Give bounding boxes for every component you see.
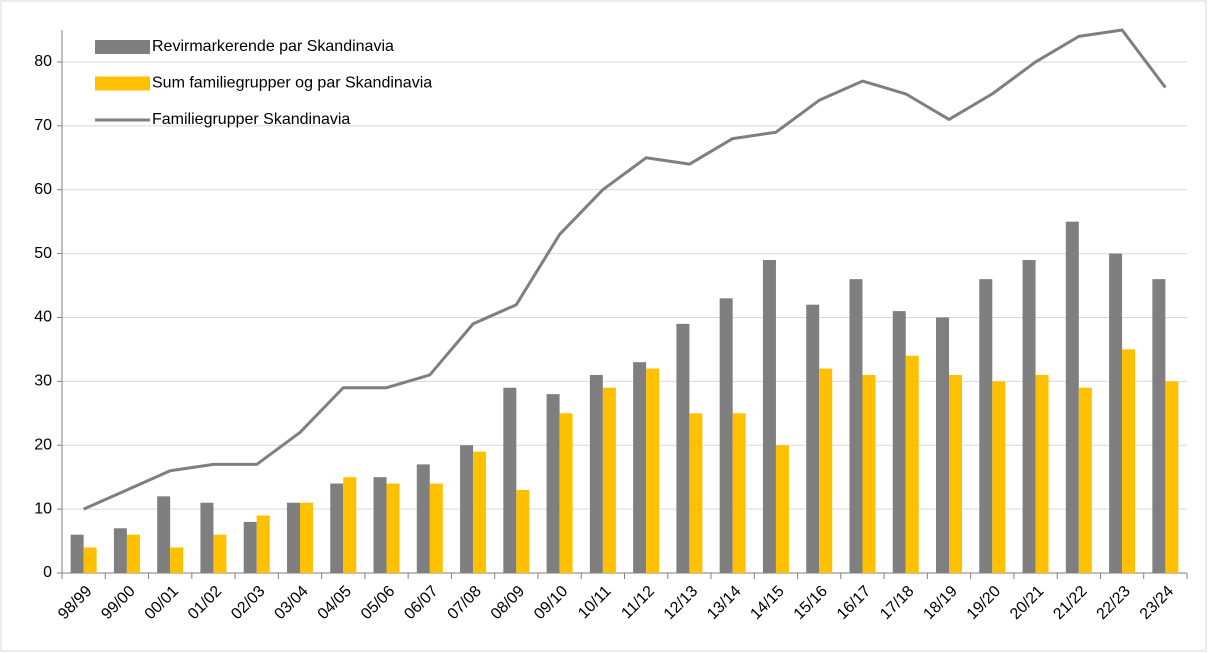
bar bbox=[299, 502, 313, 573]
bar bbox=[732, 413, 746, 573]
y-tick-label: 80 bbox=[34, 53, 52, 70]
y-tick-label: 40 bbox=[34, 309, 52, 326]
bar bbox=[819, 368, 833, 573]
y-tick-label: 10 bbox=[34, 500, 52, 517]
legend-item: Revirmarkerende par Skandinavia bbox=[95, 38, 394, 55]
bar bbox=[892, 311, 906, 573]
bar bbox=[1152, 279, 1166, 573]
bar bbox=[849, 279, 863, 573]
bar bbox=[862, 374, 876, 573]
bar bbox=[83, 547, 97, 573]
bar bbox=[429, 483, 443, 573]
bar bbox=[113, 528, 127, 573]
y-tick-label: 0 bbox=[43, 564, 52, 581]
legend-label: Sum familiegrupper og par Skandinavia bbox=[152, 75, 432, 92]
bar bbox=[806, 304, 820, 573]
bar bbox=[1078, 387, 1092, 573]
bar bbox=[343, 477, 357, 573]
bar bbox=[559, 413, 573, 573]
bar bbox=[602, 387, 616, 573]
bar bbox=[256, 515, 270, 573]
legend-label: Familiegrupper Skandinavia bbox=[152, 111, 350, 128]
bar bbox=[775, 445, 789, 573]
bar bbox=[1165, 381, 1179, 573]
bar bbox=[1109, 253, 1123, 573]
bar bbox=[905, 355, 919, 573]
y-tick-label: 20 bbox=[34, 436, 52, 453]
bar bbox=[70, 534, 84, 573]
bar bbox=[676, 323, 690, 573]
bar bbox=[646, 368, 660, 573]
bar bbox=[170, 547, 184, 573]
bar bbox=[157, 496, 171, 573]
y-tick-label: 70 bbox=[34, 117, 52, 134]
bar bbox=[386, 483, 400, 573]
bar bbox=[373, 477, 387, 573]
bar bbox=[516, 489, 530, 573]
bar bbox=[1065, 221, 1079, 573]
bar bbox=[936, 317, 950, 573]
bar bbox=[213, 534, 227, 573]
bar bbox=[992, 381, 1006, 573]
y-tick-label: 50 bbox=[34, 245, 52, 262]
y-tick-label: 60 bbox=[34, 181, 52, 198]
line bbox=[83, 28, 1167, 511]
bar bbox=[689, 413, 703, 573]
bar bbox=[286, 502, 300, 573]
bar bbox=[126, 534, 140, 573]
y-tick-label: 30 bbox=[34, 373, 52, 390]
legend-label: Revirmarkerende par Skandinavia bbox=[152, 38, 394, 55]
legend-item: Familiegrupper Skandinavia bbox=[95, 111, 350, 128]
legend-swatch bbox=[95, 76, 150, 91]
legend-swatch bbox=[95, 40, 150, 54]
bar bbox=[719, 298, 733, 573]
bar bbox=[589, 374, 603, 573]
bar bbox=[979, 279, 993, 573]
bar bbox=[546, 394, 560, 573]
legend-item: Sum familiegrupper og par Skandinavia bbox=[95, 75, 432, 92]
bar bbox=[762, 259, 776, 573]
bar bbox=[200, 502, 214, 573]
bar bbox=[1122, 349, 1136, 573]
bar bbox=[473, 451, 487, 573]
bar bbox=[949, 374, 963, 573]
bar bbox=[243, 521, 257, 573]
bar bbox=[1035, 374, 1049, 573]
bar bbox=[503, 387, 517, 573]
bar bbox=[416, 464, 430, 573]
bar bbox=[330, 483, 344, 573]
bar bbox=[460, 445, 474, 573]
bar bbox=[1022, 259, 1036, 573]
bar bbox=[633, 362, 647, 573]
